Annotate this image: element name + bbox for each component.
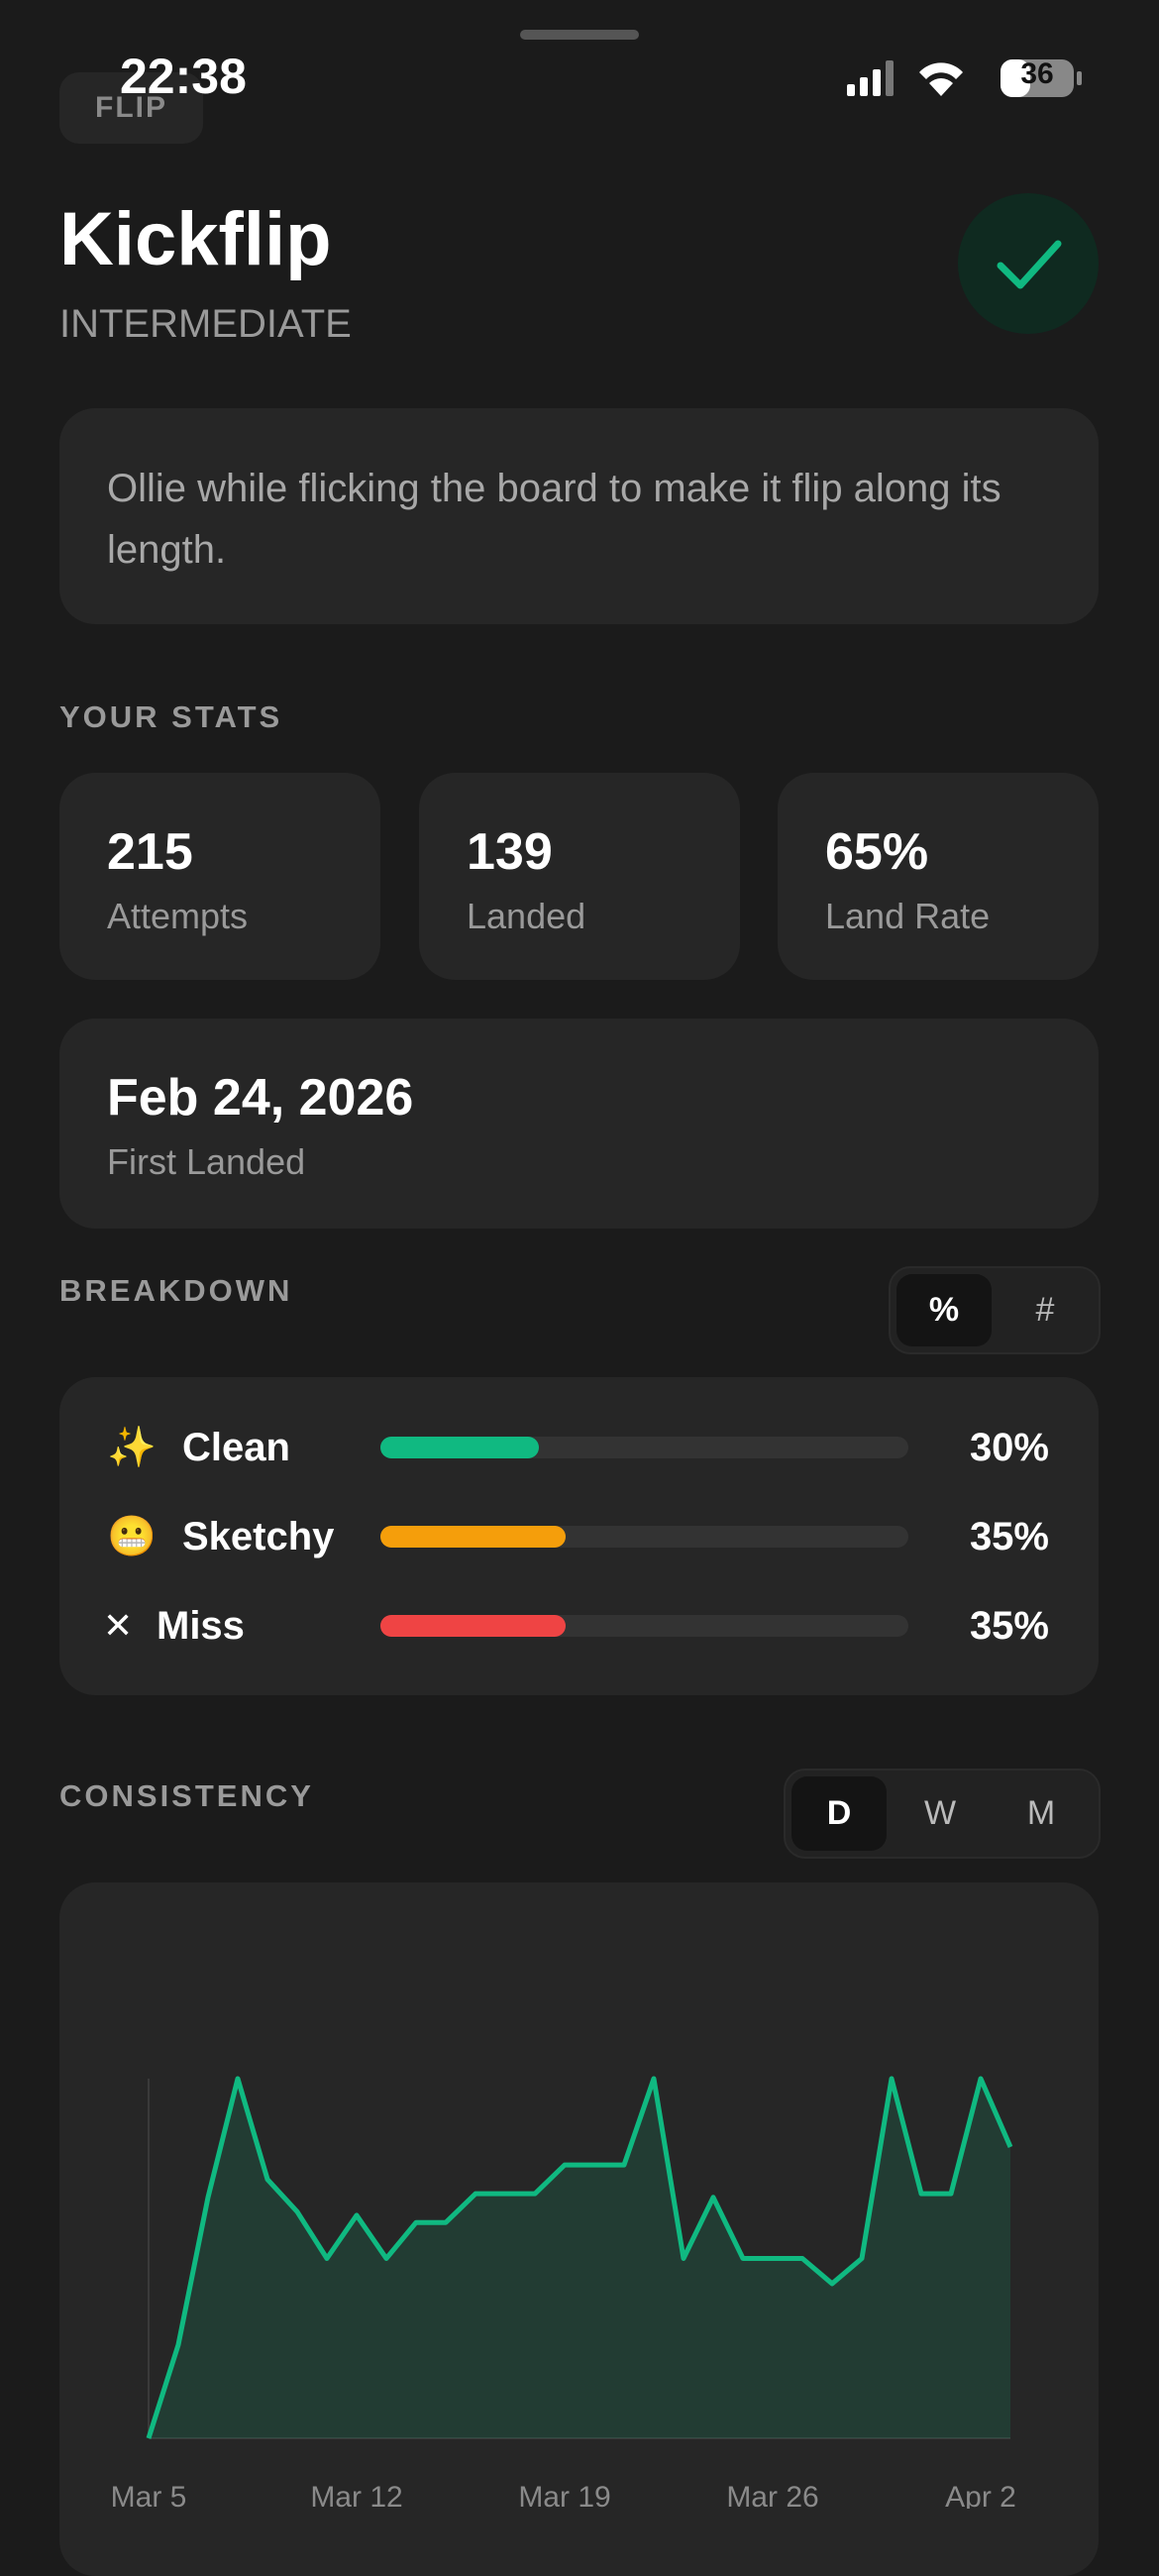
x-tick-label: Mar 5: [111, 2481, 187, 2509]
row-label: Sketchy: [182, 1515, 335, 1558]
row-icon: ✨: [107, 1426, 157, 1469]
first-landed-date: Feb 24, 2026: [107, 1069, 414, 1127]
trick-level: INTERMEDIATE: [59, 302, 352, 346]
stat-value: 139: [467, 823, 553, 881]
bar: [380, 1526, 566, 1548]
trick-title: Kickflip: [59, 197, 332, 281]
first-landed-label: First Landed: [107, 1141, 306, 1182]
section-heading: CONSISTENCY: [59, 1778, 314, 1813]
section-heading: BREAKDOWN: [59, 1273, 293, 1308]
area: [149, 2079, 1010, 2438]
description-card: Ollie while flicking the board to make i…: [59, 408, 1099, 624]
row-value: 35%: [969, 1604, 1049, 1648]
drag-handle: [520, 30, 639, 40]
stat-card: 215 Attempts: [59, 773, 380, 980]
toggle-option[interactable]: %: [896, 1274, 992, 1346]
stat-card: 139 Landed: [419, 773, 740, 980]
row-value: 35%: [969, 1515, 1049, 1558]
status-icons: [847, 59, 1082, 97]
row-value: 30%: [969, 1426, 1049, 1469]
battery-level: 36: [1020, 57, 1054, 90]
chart-card: [59, 1882, 1099, 2576]
stat-value: 65%: [825, 823, 929, 881]
toggle-option[interactable]: M: [1026, 1794, 1056, 1832]
toggle-option[interactable]: W: [923, 1794, 957, 1832]
stat-value: 215: [107, 823, 193, 881]
toggle-option[interactable]: #: [1035, 1291, 1055, 1329]
bar: [380, 1437, 539, 1458]
x-tick-label: Mar 12: [310, 2481, 402, 2509]
mode-toggle: % #: [889, 1266, 1101, 1354]
line: [146, 2076, 1013, 2439]
landed-check[interactable]: [957, 192, 1100, 335]
status-time: 22:38: [120, 49, 247, 104]
bar: [380, 1615, 566, 1637]
stat-label: Land Rate: [825, 896, 991, 936]
x-tick-label: Mar 26: [726, 2481, 818, 2509]
stat-card: 65% Land Rate: [778, 773, 1099, 980]
breakdown-card: ✨ Clean 30% 😬 Sketchy 35% ✕ Miss 35%: [59, 1377, 1099, 1695]
first-landed-card: Feb 24, 2026 First Landed: [59, 1019, 1099, 1229]
row-label: Miss: [157, 1604, 245, 1648]
consistency-chart: Mar 5 Mar 12 Mar 19 Mar 26 Apr 2: [111, 2076, 1016, 2509]
row-icon: 😬: [107, 1515, 157, 1558]
stat-label: Attempts: [107, 896, 249, 936]
x-tick-label: Mar 19: [518, 2481, 610, 2509]
x-tick-label: Apr 2: [945, 2481, 1016, 2509]
section-heading: YOUR STATS: [59, 699, 283, 734]
row-icon: ✕: [103, 1605, 134, 1646]
screen: FLIP 22:38 36 Kickflip INTERMEDIATE Olli…: [59, 30, 1101, 2576]
description: Ollie while flicking the board to make i…: [107, 467, 1001, 572]
stat-label: Landed: [467, 896, 586, 936]
row-label: Clean: [182, 1426, 290, 1469]
category-tag: FLIP: [59, 72, 203, 144]
toggle-option[interactable]: D: [791, 1776, 887, 1851]
